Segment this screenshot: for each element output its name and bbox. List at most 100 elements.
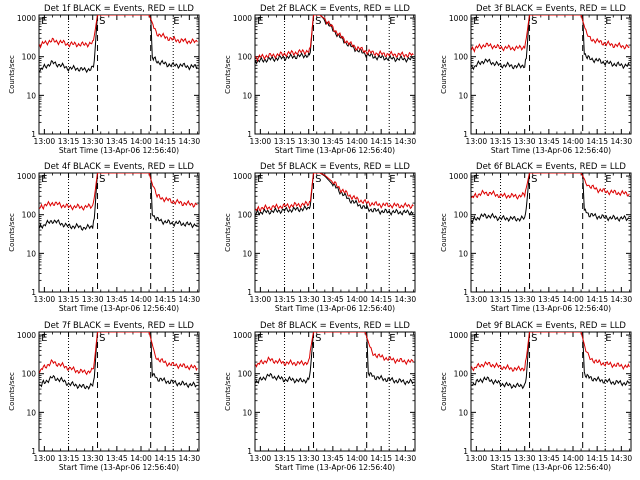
x-axis-label: Start Time (13-Apr-06 12:56:40) (491, 463, 611, 472)
x-tick-label: 14:15 (154, 137, 176, 146)
y-axis-label: Counts/sec (224, 372, 232, 411)
y-tick-label: 1 (247, 447, 252, 456)
interval-annotation-s: S (531, 16, 537, 27)
x-tick-label: 13:30 (514, 295, 536, 304)
series-line-events (255, 332, 414, 386)
x-tick-label: 13:30 (82, 454, 104, 463)
x-tick-label: 14:30 (395, 137, 417, 146)
y-axis-label: Counts/sec (224, 213, 232, 252)
series-line-lld (39, 15, 198, 49)
plot-frame (470, 14, 632, 135)
series-line-events (255, 173, 414, 216)
plot-frame (38, 331, 200, 452)
x-tick-label: 13:45 (322, 137, 344, 146)
x-tick-label: 14:00 (130, 454, 152, 463)
x-tick-label: 13:45 (106, 454, 128, 463)
x-tick-label: 14:00 (130, 295, 152, 304)
x-axis-label: Start Time (13-Apr-06 12:56:40) (491, 146, 611, 155)
x-tick-label: 13:45 (538, 295, 560, 304)
series-line-events (471, 173, 630, 224)
x-tick-label: 13:30 (82, 295, 104, 304)
plot-frame (254, 331, 416, 452)
y-tick-label: 1000 (17, 331, 36, 340)
chart-panel-1: Det 1f BLACK = Events, RED = LLD 1 10 100 10… (8, 4, 200, 155)
x-axis-label: Start Time (13-Apr-06 12:56:40) (491, 304, 611, 313)
plot-frame (470, 331, 632, 452)
x-tick-label: 13:00 (34, 295, 56, 304)
y-axis-label: Counts/sec (224, 55, 232, 94)
x-tick-label: 13:00 (250, 137, 272, 146)
x-tick-label: 13:30 (298, 137, 320, 146)
x-axis-label: Start Time (13-Apr-06 12:56:40) (59, 463, 179, 472)
x-tick-label: 13:00 (466, 295, 488, 304)
y-tick-label: 1000 (449, 172, 468, 181)
interval-annotation-e: E (473, 333, 479, 344)
x-tick-label: 14:30 (179, 137, 201, 146)
x-tick-label: 13:15 (58, 295, 80, 304)
x-tick-label: 13:30 (82, 137, 104, 146)
interval-annotation-e: E (41, 333, 47, 344)
y-tick-label: 1000 (233, 14, 252, 23)
y-tick-label: 1000 (449, 331, 468, 340)
interval-annotation-s: S (531, 174, 537, 185)
chart-title: Det 8f BLACK = Events, RED = LLD (260, 321, 410, 331)
x-tick-label: 13:15 (490, 295, 512, 304)
x-tick-label: 13:30 (514, 454, 536, 463)
series-line-lld (255, 15, 414, 63)
x-tick-label: 13:00 (250, 454, 272, 463)
y-axis-label: Counts/sec (8, 213, 16, 252)
y-tick-label: 10 (242, 91, 252, 100)
y-tick-label: 1 (31, 288, 36, 297)
y-tick-label: 100 (22, 370, 37, 379)
y-axis-label: Counts/sec (8, 372, 16, 411)
x-tick-label: 13:30 (298, 295, 320, 304)
x-tick-label: 13:15 (490, 454, 512, 463)
x-tick-label: 13:45 (106, 137, 128, 146)
x-tick-label: 13:15 (274, 137, 296, 146)
x-tick-label: 14:30 (611, 295, 633, 304)
x-tick-label: 14:00 (346, 454, 368, 463)
series-line-lld (39, 332, 198, 376)
y-tick-label: 1000 (449, 14, 468, 23)
chart-panel-7: Det 7f BLACK = Events, RED = LLD 1 10 100 10… (8, 321, 200, 472)
plot-frame (38, 14, 200, 135)
y-tick-label: 1000 (17, 14, 36, 23)
series-line-lld (471, 15, 630, 54)
y-axis-label: Counts/sec (440, 213, 448, 252)
x-tick-label: 14:30 (611, 454, 633, 463)
x-tick-label: 13:45 (538, 454, 560, 463)
y-tick-label: 100 (454, 370, 469, 379)
x-tick-label: 14:00 (346, 295, 368, 304)
interval-annotation-e: E (173, 333, 179, 344)
x-tick-label: 14:15 (370, 137, 392, 146)
y-tick-label: 100 (22, 53, 37, 62)
x-tick-label: 14:15 (154, 295, 176, 304)
interval-annotation-e: E (173, 16, 179, 27)
y-axis-label: Counts/sec (8, 55, 16, 94)
y-tick-label: 1 (463, 288, 468, 297)
chart-title: Det 5f BLACK = Events, RED = LLD (260, 162, 410, 172)
x-tick-label: 13:00 (34, 137, 56, 146)
x-tick-label: 14:30 (179, 454, 201, 463)
x-axis-label: Start Time (13-Apr-06 12:56:40) (275, 146, 395, 155)
chart-panel-5: Det 5f BLACK = Events, RED = LLD 1 10 100 10… (224, 162, 416, 313)
interval-annotation-e: E (257, 333, 263, 344)
y-tick-label: 10 (26, 408, 36, 417)
x-tick-label: 14:00 (562, 295, 584, 304)
interval-annotation-e: E (605, 333, 611, 344)
x-axis-label: Start Time (13-Apr-06 12:56:40) (59, 146, 179, 155)
y-tick-label: 100 (238, 211, 253, 220)
x-tick-label: 13:15 (274, 454, 296, 463)
x-tick-label: 14:30 (395, 295, 417, 304)
series-line-events (39, 332, 198, 390)
x-tick-label: 13:30 (514, 137, 536, 146)
plot-frame (254, 14, 416, 135)
chart-title: Det 9f BLACK = Events, RED = LLD (476, 321, 626, 331)
x-tick-label: 13:00 (466, 454, 488, 463)
y-tick-label: 1 (463, 130, 468, 139)
plot-frame (254, 172, 416, 293)
y-tick-label: 100 (238, 53, 253, 62)
interval-annotation-e: E (605, 174, 611, 185)
x-tick-label: 13:30 (298, 454, 320, 463)
